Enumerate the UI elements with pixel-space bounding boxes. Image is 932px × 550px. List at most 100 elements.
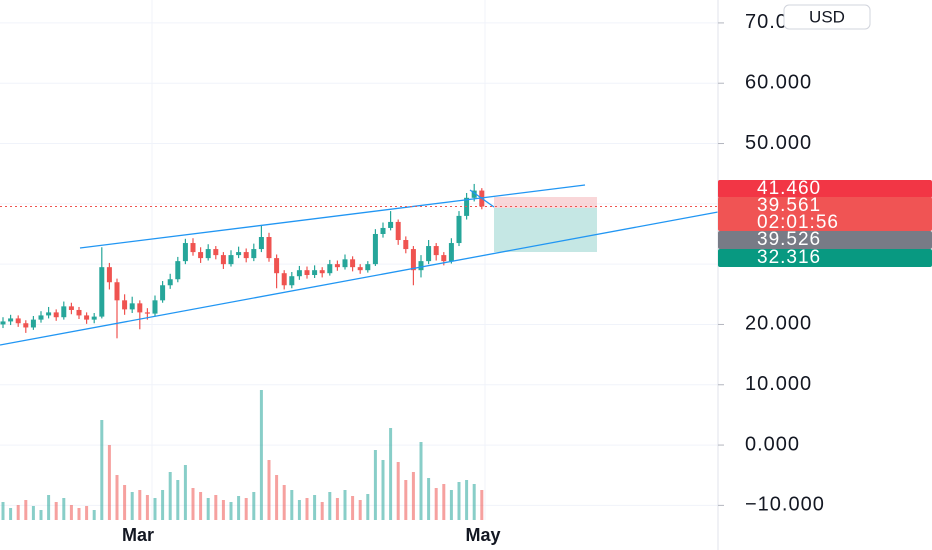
volume-bar <box>77 508 81 520</box>
candle-body <box>448 243 454 262</box>
position-line <box>469 189 495 208</box>
volume-bar <box>381 460 385 520</box>
candle-body <box>53 312 59 318</box>
volume-bar <box>62 498 66 520</box>
candle-body <box>327 264 333 274</box>
trend-line-upper <box>79 184 586 249</box>
candle-body <box>91 316 97 320</box>
candle-body <box>122 300 128 310</box>
y-tick-label: 0.000 <box>745 433 800 455</box>
candle-body <box>175 261 181 280</box>
candle-body <box>418 261 424 271</box>
y-tick-label: −10.000 <box>745 494 825 516</box>
volume-bar <box>389 428 393 520</box>
candle-body <box>334 264 340 268</box>
candle-body <box>205 249 211 259</box>
volume-bar <box>229 502 233 520</box>
volume-bar <box>54 502 58 520</box>
price-tag <box>718 197 932 231</box>
candle-body <box>258 237 264 250</box>
volume-bar <box>191 488 195 520</box>
volume-bar <box>480 490 484 520</box>
candle-body <box>266 237 272 259</box>
volume-bar <box>100 420 104 520</box>
candle-body <box>137 303 143 313</box>
volume-bar <box>107 445 111 520</box>
candle-body <box>251 249 257 259</box>
volume-bar <box>1 502 5 520</box>
candle-body <box>350 259 356 268</box>
candle-body <box>471 190 477 198</box>
volume-bar <box>16 505 20 520</box>
volume-bar <box>153 498 157 520</box>
y-tick-label: 10.000 <box>745 373 812 395</box>
candle-body <box>23 323 29 328</box>
volume-bar <box>305 498 309 520</box>
candle-body <box>190 243 196 253</box>
candle-body <box>167 279 173 286</box>
candle-body <box>312 270 318 275</box>
volume-bar <box>69 505 73 520</box>
volume-bar <box>130 492 134 520</box>
volume-bar <box>123 485 127 520</box>
candle-body <box>220 255 226 265</box>
candle-body <box>456 215 462 244</box>
candle-body <box>61 306 67 318</box>
candle-body <box>426 246 432 262</box>
volume-bar <box>145 495 149 520</box>
volume-bar <box>449 490 453 520</box>
candle-body <box>106 267 112 283</box>
volume-bar <box>214 495 218 520</box>
candle-body <box>380 227 386 234</box>
candle-body <box>0 321 6 325</box>
candle-body <box>152 300 158 314</box>
volume-bar <box>24 500 28 520</box>
candle-body <box>198 252 204 259</box>
volume-bar <box>237 496 241 520</box>
price-tag <box>718 180 932 198</box>
candle-body <box>441 255 447 262</box>
price-tag-label: 32.316 <box>757 247 821 268</box>
candle-body <box>357 267 363 271</box>
volume-bar <box>161 490 165 520</box>
candle-body <box>8 318 14 322</box>
volume-bar <box>47 495 51 520</box>
volume-bar <box>457 482 461 520</box>
candle-body <box>114 282 120 301</box>
price-tag <box>718 249 932 267</box>
candle-body <box>129 303 135 310</box>
candle-body <box>403 240 409 250</box>
candle-body <box>236 252 242 256</box>
candle-body <box>213 249 219 256</box>
candle-body <box>68 306 74 310</box>
candle-body <box>433 246 439 256</box>
price-tag-label: 39.526 <box>757 229 821 250</box>
volume-bar <box>267 460 271 520</box>
price-tag-label: 41.460 <box>757 178 821 199</box>
volume-bar <box>366 494 370 520</box>
countdown: 02:01:56 <box>757 212 839 233</box>
stop-zone <box>494 197 597 208</box>
candle-body <box>296 270 302 277</box>
volume-bar <box>92 510 96 520</box>
candle-body <box>388 221 394 228</box>
y-tick-label: 20.000 <box>745 313 812 335</box>
candle-body <box>274 258 280 274</box>
volume-bar <box>335 498 339 520</box>
price-tag-label: 39.561 <box>757 195 821 216</box>
volume-bar <box>9 508 13 520</box>
volume-bar <box>320 502 324 520</box>
volume-bar <box>328 492 332 520</box>
volume-bar <box>115 475 119 520</box>
volume-bar <box>351 496 355 520</box>
volume-bar <box>434 488 438 520</box>
trend-line-lower <box>0 211 719 346</box>
currency-button[interactable] <box>783 4 871 30</box>
candle-body <box>289 276 295 286</box>
volume-bar <box>396 462 400 520</box>
candle-body <box>99 267 105 317</box>
y-tick-label: 50.000 <box>745 132 812 154</box>
volume-bar <box>313 495 317 520</box>
volume-bar <box>221 500 225 520</box>
